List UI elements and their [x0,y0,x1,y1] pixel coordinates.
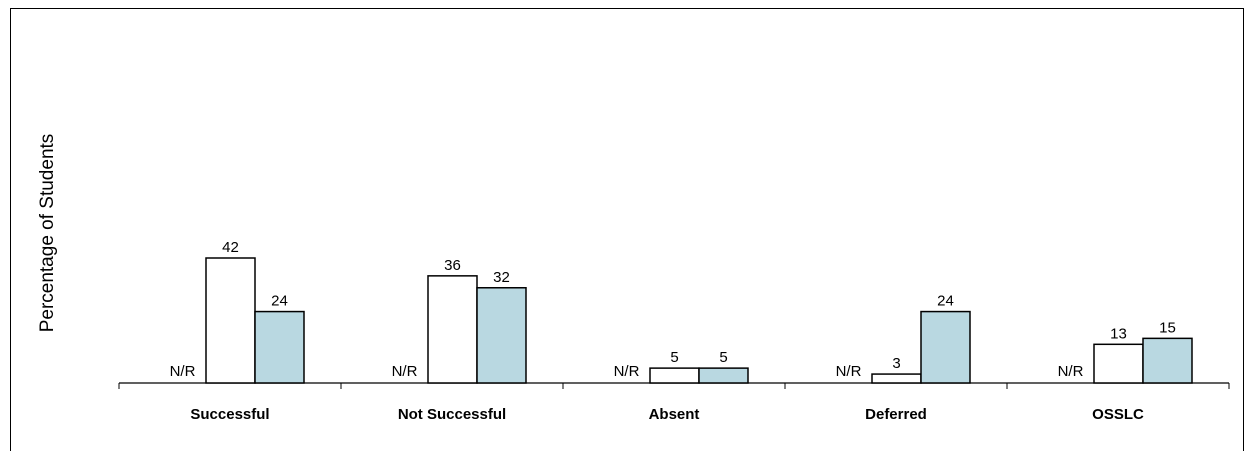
data-label: N/R [836,363,862,380]
bar [254,310,305,384]
bar [1142,337,1193,384]
data-label: 5 [719,349,727,366]
data-label: 13 [1110,325,1127,342]
data-label: 3 [892,355,900,372]
data-label: 42 [222,239,239,256]
bar [1093,343,1144,384]
category-label: OSSLC [1092,406,1144,423]
data-label: 32 [493,269,510,286]
bar [920,310,971,384]
category-label: Absent [649,406,700,423]
data-label: N/R [614,363,640,380]
data-label: N/R [392,363,418,380]
bar [205,257,256,384]
bar [476,287,527,384]
data-label: N/R [1058,363,1084,380]
category-label: Successful [190,406,269,423]
category-label: Deferred [865,406,927,423]
data-label: 15 [1159,319,1176,336]
bar [871,373,922,384]
data-label: 24 [937,293,954,310]
bar [698,367,749,384]
category-label: Not Successful [398,406,506,423]
data-label: N/R [170,363,196,380]
data-label: 5 [670,349,678,366]
chart-frame [10,8,1244,451]
bar [427,275,478,384]
data-label: 24 [271,293,288,310]
data-label: 36 [444,257,461,274]
bar [649,367,700,384]
